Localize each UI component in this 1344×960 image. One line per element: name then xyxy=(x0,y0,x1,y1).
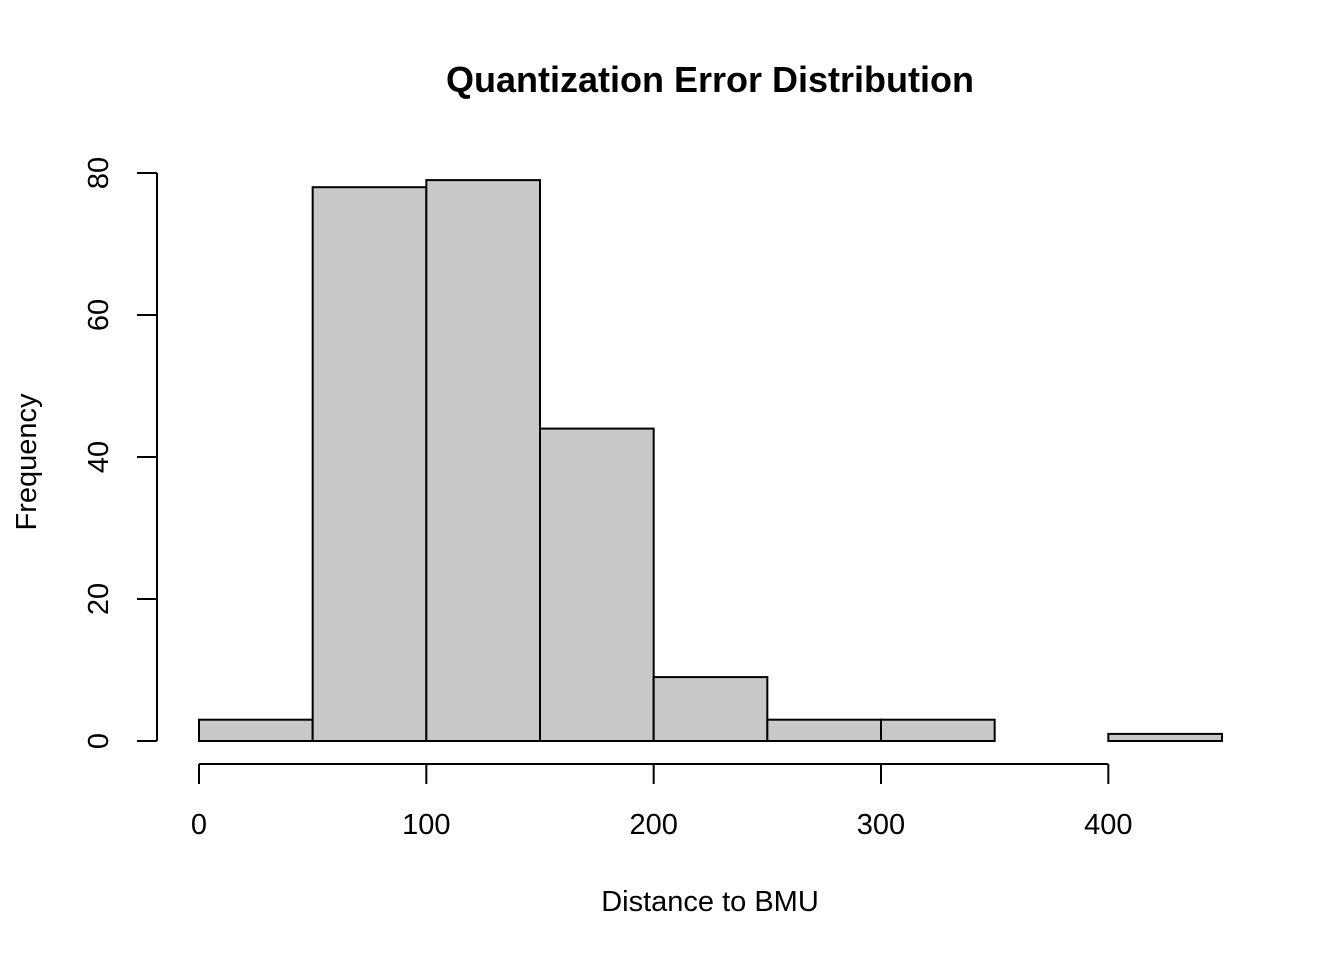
y-tick-label: 60 xyxy=(83,299,115,331)
y-axis: 0 20 40 60 80 xyxy=(83,157,158,749)
x-tick-label: 100 xyxy=(402,809,450,841)
x-tick-label: 300 xyxy=(857,809,905,841)
histogram-bar xyxy=(766,718,882,743)
histogram-bar xyxy=(425,179,542,743)
histogram-bar xyxy=(198,718,314,743)
x-tick-label: 400 xyxy=(1084,809,1132,841)
y-axis-label: Frequency xyxy=(11,393,43,531)
x-tick-label: 200 xyxy=(629,809,677,841)
bars-group xyxy=(198,179,1224,743)
x-axis-label: Distance to BMU xyxy=(601,886,819,918)
y-tick-label: 80 xyxy=(83,157,115,189)
x-tick-label: 0 xyxy=(191,809,207,841)
histogram-bar xyxy=(1107,732,1224,743)
histogram-bar xyxy=(539,427,655,742)
y-tick-label: 0 xyxy=(83,733,115,749)
histogram-bar xyxy=(880,718,996,743)
histogram-bar xyxy=(311,186,428,742)
y-tick-label: 20 xyxy=(83,583,115,615)
chart-title: Quantization Error Distribution xyxy=(446,59,974,100)
histogram-bar xyxy=(652,676,769,742)
y-tick-label: 40 xyxy=(83,441,115,473)
x-axis: 0 100 200 300 400 xyxy=(191,763,1133,841)
